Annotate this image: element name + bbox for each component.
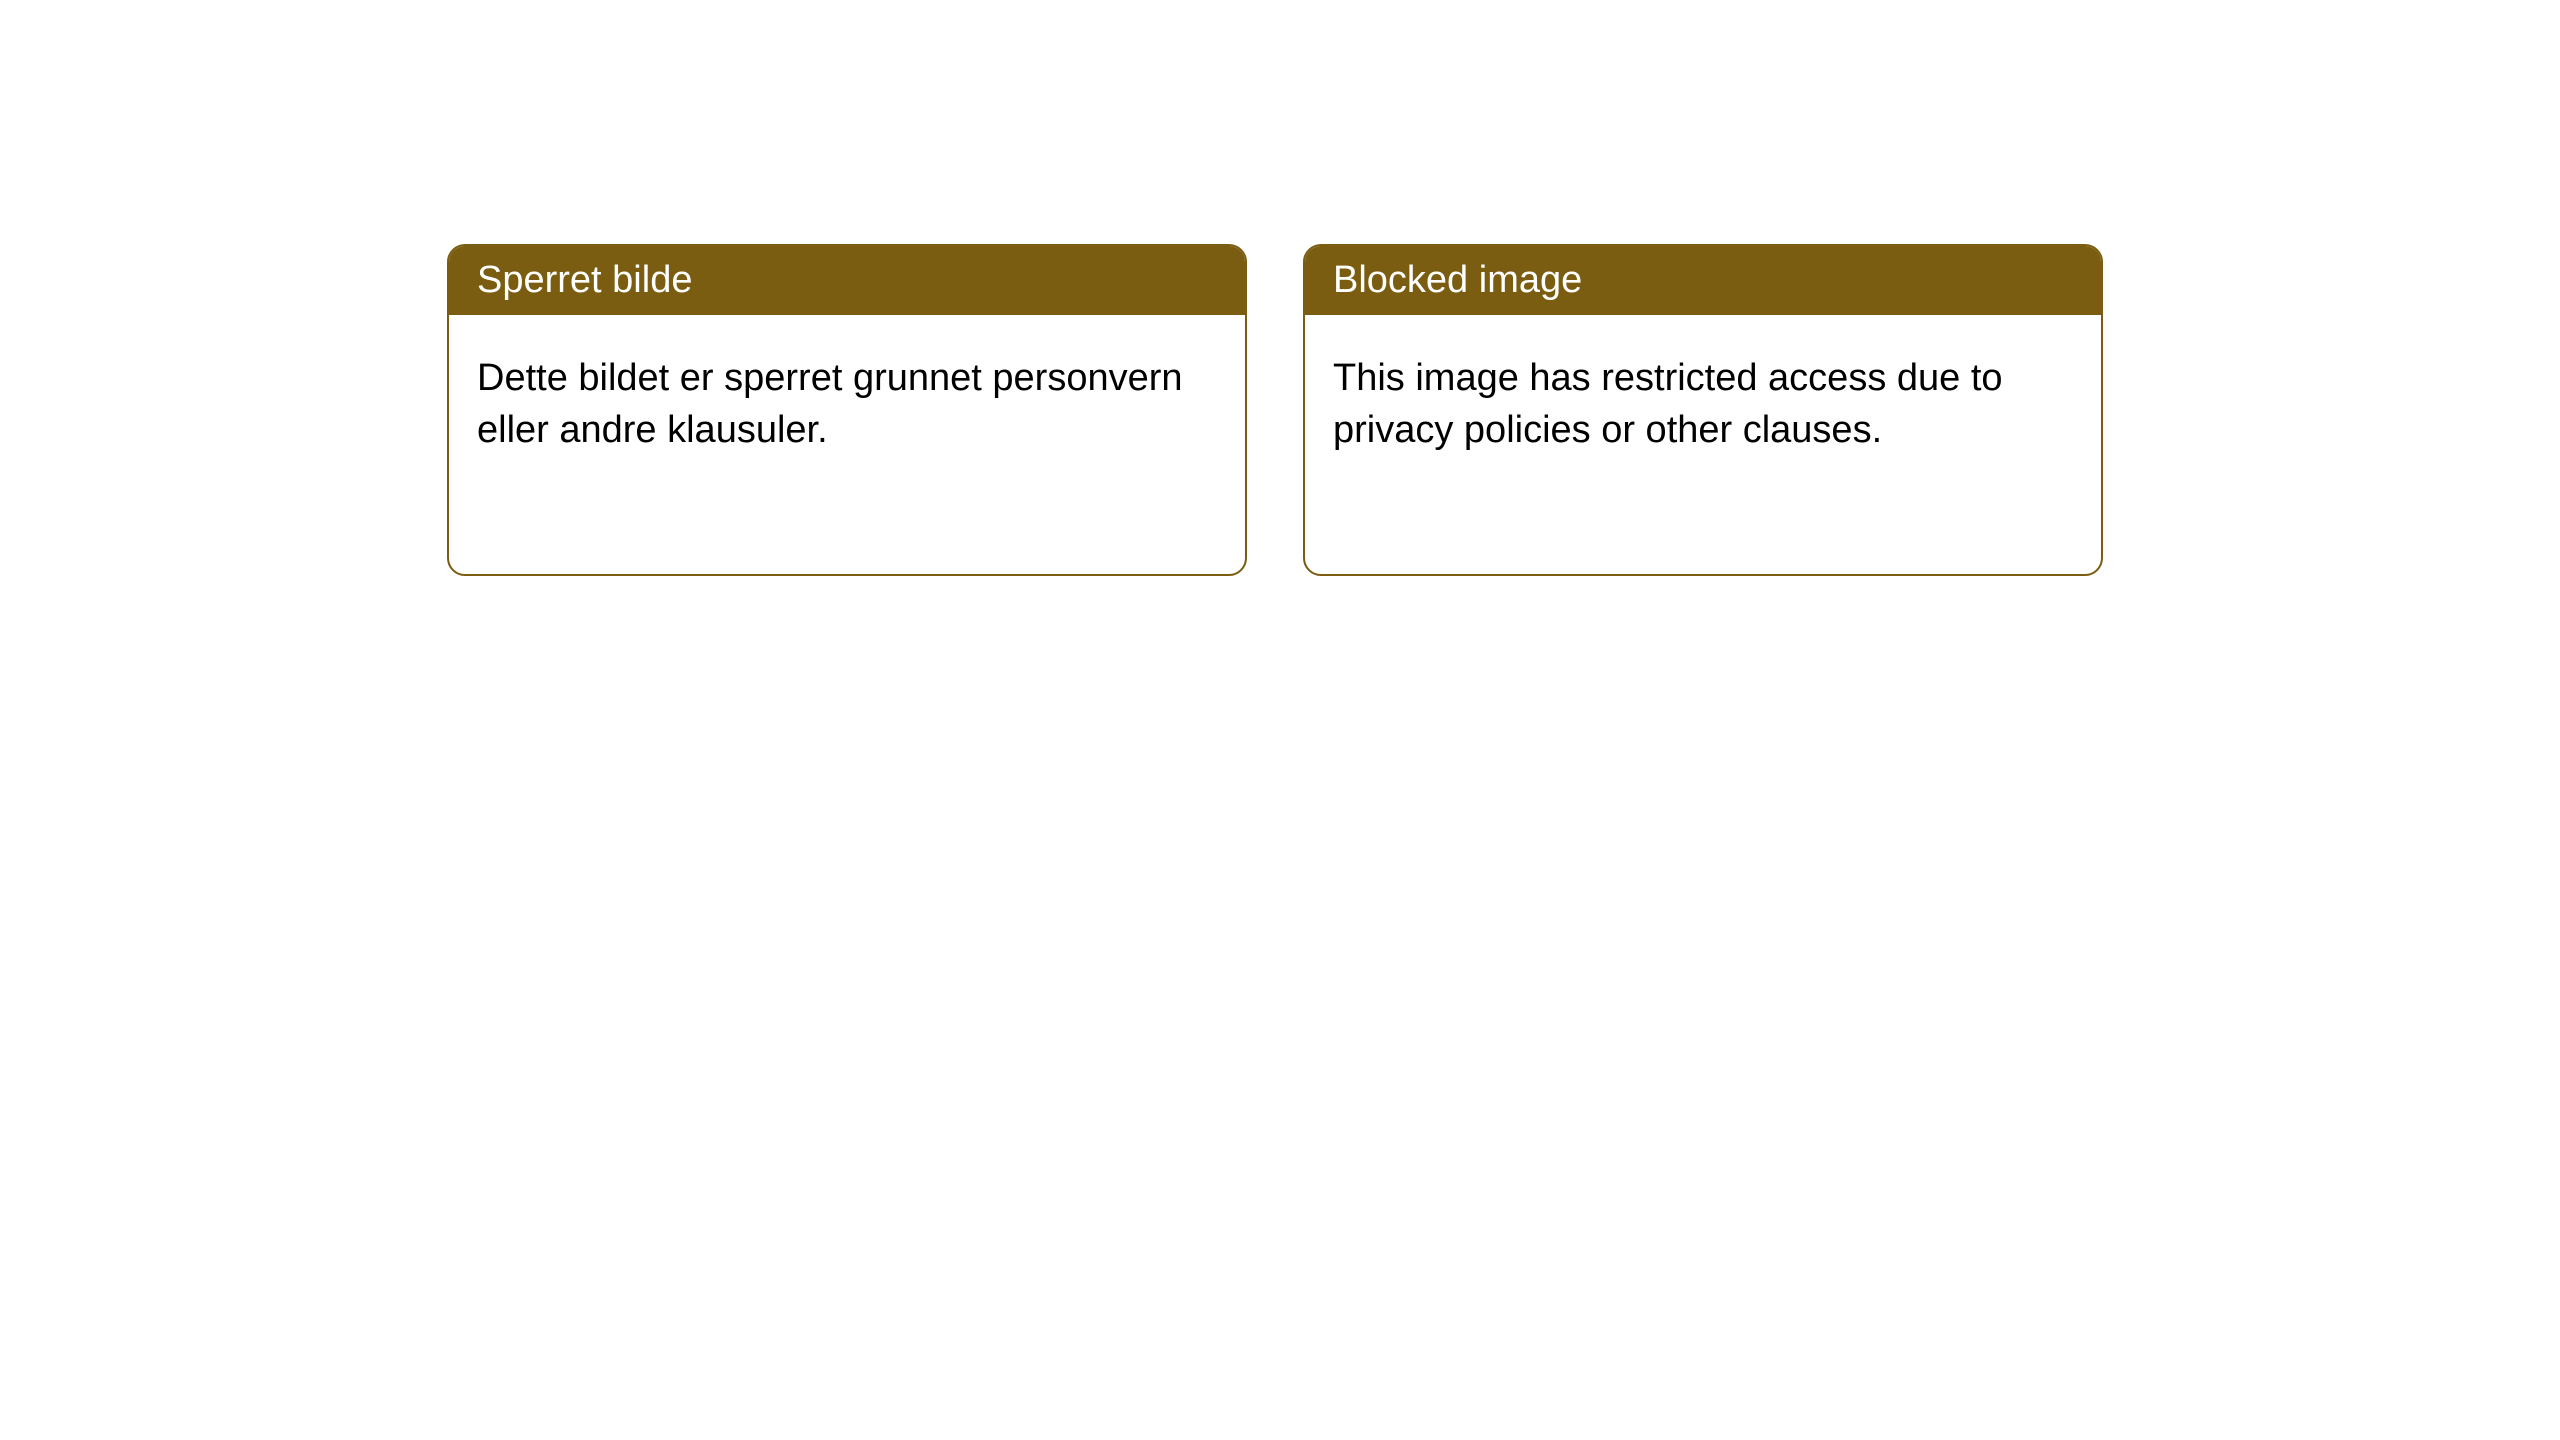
notice-card-norwegian: Sperret bilde Dette bildet er sperret gr… bbox=[447, 244, 1247, 576]
notice-card-body: This image has restricted access due to … bbox=[1305, 315, 2101, 494]
notice-container: Sperret bilde Dette bildet er sperret gr… bbox=[447, 244, 2103, 576]
notice-card-english: Blocked image This image has restricted … bbox=[1303, 244, 2103, 576]
notice-card-title: Sperret bilde bbox=[449, 246, 1245, 315]
notice-card-title: Blocked image bbox=[1305, 246, 2101, 315]
notice-card-body: Dette bildet er sperret grunnet personve… bbox=[449, 315, 1245, 494]
